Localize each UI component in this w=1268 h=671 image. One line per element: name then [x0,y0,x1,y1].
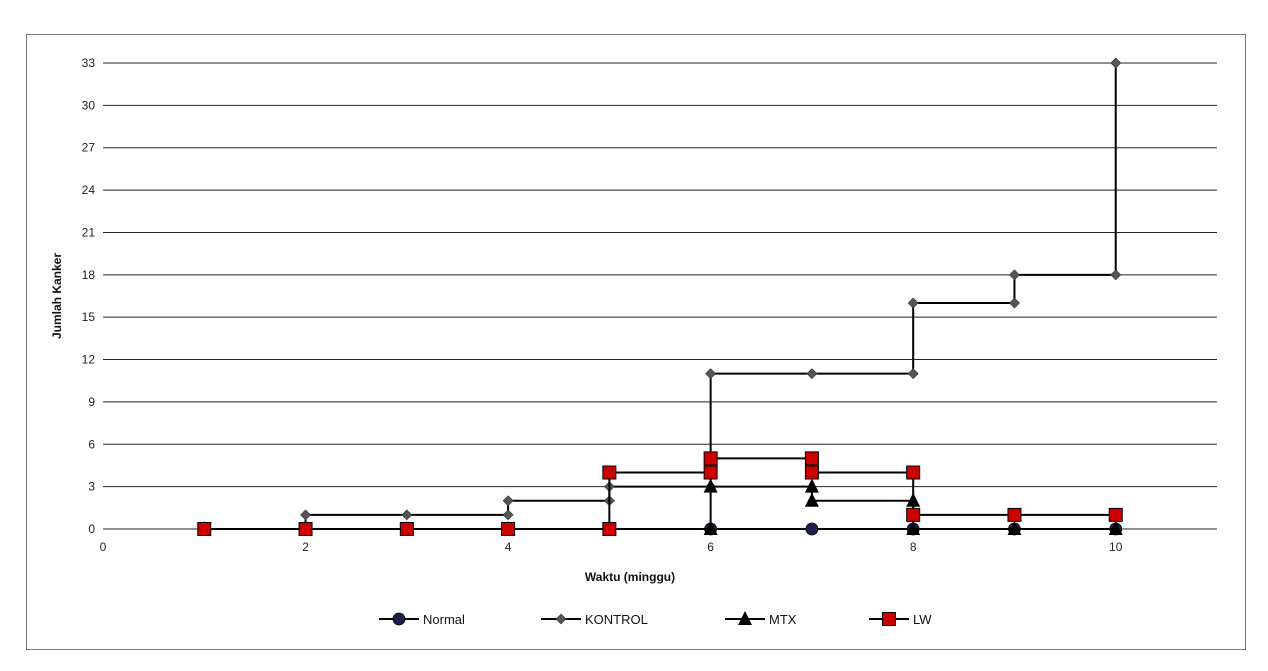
y-tick-label: 27 [82,141,96,155]
legend-item-lw: LW [869,612,932,627]
data-point [1110,57,1122,69]
legend-marker [882,612,896,626]
gridlines [103,62,1217,530]
data-point [300,509,311,521]
x-tick-label: 4 [505,540,512,554]
data-point [1009,269,1020,281]
y-tick-label: 30 [82,98,96,112]
data-point [703,451,718,466]
data-point [804,478,819,493]
y-tick-label: 15 [82,310,96,324]
series-line-mtx [204,485,1116,530]
x-axis-ticks: 0 2 4 6 8 10 [100,540,1123,554]
data-point [805,522,819,536]
y-axis-ticks: 0 3 6 9 12 15 18 21 24 27 30 33 [82,56,96,536]
legend-label: LW [913,612,932,627]
legend-item-normal: Normal [379,612,465,627]
x-tick-label: 10 [1109,540,1123,554]
series-lw [197,451,1123,536]
data-point [197,522,212,536]
y-tick-label: 3 [88,480,95,494]
data-point [907,368,919,380]
y-tick-label: 33 [82,56,96,70]
y-tick-label: 21 [82,225,96,239]
data-point [804,492,819,507]
series-kontrol [198,57,1122,535]
y-tick-label: 6 [88,437,95,451]
data-point [401,509,413,521]
chart-frame: 0 3 6 9 12 15 18 21 24 27 30 33 0 2 4 6 8 10 Jumlah Kank… [26,34,1246,650]
data-point [703,478,718,493]
data-point [1007,507,1022,522]
legend-item-mtx: MTX [725,611,797,627]
data-point [502,495,514,507]
series-group [197,57,1123,536]
x-tick-label: 8 [910,540,917,554]
y-tick-label: 24 [82,183,96,197]
data-point [602,522,617,536]
legend: Normal KONTROL MTX LW [379,611,932,627]
data-point [705,368,717,380]
data-point [502,509,514,521]
legend-item-kontrol: KONTROL [541,612,648,627]
y-tick-label: 12 [82,353,96,367]
data-point [1108,507,1123,522]
data-point [1110,269,1122,281]
data-point [804,451,819,466]
x-axis-label: Waktu (minggu) [585,570,675,584]
legend-label: Normal [423,612,465,627]
series-line-lw [204,457,1116,530]
x-tick-label: 2 [302,540,309,554]
data-point [906,507,921,522]
legend-marker [555,613,567,625]
data-point [906,521,921,535]
y-tick-label: 0 [88,522,95,536]
y-tick-label: 18 [82,268,96,282]
data-point [1007,521,1022,535]
data-point [806,368,818,380]
data-point [298,522,313,536]
data-point [1108,521,1123,535]
data-point [1009,297,1020,309]
data-point [703,521,718,535]
y-tick-label: 9 [88,395,95,409]
data-point [907,297,919,309]
data-point [703,465,718,480]
legend-marker [392,612,406,626]
x-tick-label: 0 [100,540,107,554]
legend-label: MTX [769,612,797,627]
y-axis-label: Jumlah Kanker [50,253,64,339]
series-line-kontrol [204,63,1117,530]
legend-label: KONTROL [585,612,648,627]
legend-marker [738,611,752,625]
data-point [399,522,414,536]
data-point [501,522,516,536]
data-point [804,465,819,480]
data-point [602,465,617,480]
x-tick-label: 6 [707,540,714,554]
data-point [906,465,921,480]
